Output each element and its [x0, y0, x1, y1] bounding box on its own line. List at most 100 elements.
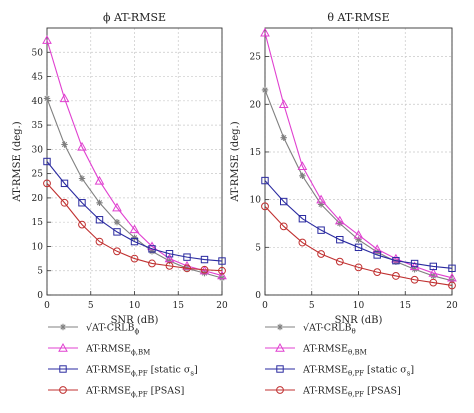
legend-label: √AT-CRLBθ [303, 323, 356, 336]
series-line [264, 180, 453, 269]
series-3 [261, 176, 456, 273]
data-point [78, 220, 86, 229]
chart-title: θ AT-RMSE [327, 11, 389, 24]
data-point [299, 172, 306, 180]
series-2 [42, 35, 227, 280]
series-line [46, 39, 223, 277]
y-tick-label: 10 [250, 196, 262, 206]
data-point [43, 179, 51, 188]
x-tick-label: 0 [44, 301, 50, 311]
y-tick-label: 50 [32, 48, 44, 58]
legend-label: AT-RMSEθ,PF [PSAS] [302, 386, 401, 399]
data-point [200, 265, 209, 274]
data-point [113, 218, 121, 226]
data-point [317, 201, 325, 208]
data-point [448, 281, 456, 290]
data-point [410, 275, 419, 284]
x-tick-label: 15 [400, 301, 412, 311]
legend-marker [276, 323, 284, 331]
data-point [43, 95, 51, 102]
data-point [373, 268, 382, 277]
x-tick-label: 20 [446, 301, 458, 311]
series-line [46, 161, 223, 262]
series-2 [260, 27, 457, 282]
legend-label: AT-RMSEθ,PF [static σs] [302, 365, 414, 378]
data-point [334, 215, 345, 225]
data-point [317, 226, 325, 234]
legend-marker [59, 323, 67, 331]
data-point [165, 250, 174, 258]
data-point [354, 263, 363, 272]
data-point [129, 224, 140, 234]
y-tick-label: 25 [32, 170, 44, 180]
x-tick-label: 0 [262, 301, 268, 311]
x-tick-label: 10 [353, 301, 365, 311]
data-point [78, 175, 86, 182]
data-point [77, 141, 87, 151]
y-tick-label: 15 [32, 218, 44, 228]
legend-label: AT-RMSEϕ,PF [static σs] [85, 365, 198, 378]
legend-marker [275, 342, 285, 352]
data-point [392, 256, 400, 265]
x-tick-label: 5 [88, 301, 94, 311]
data-point [354, 243, 363, 252]
series-4 [261, 202, 456, 290]
data-point [217, 270, 227, 280]
y-tick-label: 10 [32, 242, 44, 252]
data-point [113, 247, 121, 256]
y-tick-label: 5 [255, 243, 261, 253]
data-point [428, 268, 439, 277]
legend-label: AT-RMSEϕ,PF [PSAS] [85, 386, 184, 399]
data-point [409, 261, 420, 271]
data-point [164, 253, 175, 263]
data-point [429, 262, 438, 271]
data-point [261, 176, 269, 185]
data-point [60, 198, 69, 207]
x-tick-label: 15 [173, 301, 185, 311]
legend-marker [58, 342, 68, 352]
data-point [130, 254, 139, 263]
data-point [391, 253, 401, 263]
data-point [298, 238, 307, 247]
data-point [131, 234, 138, 241]
y-tick-label: 20 [32, 194, 44, 204]
data-point [165, 261, 174, 270]
data-point [261, 86, 269, 94]
data-point [112, 202, 122, 212]
y-tick-label: 0 [37, 291, 43, 301]
data-point [95, 216, 104, 224]
data-point [218, 257, 226, 265]
data-point [429, 278, 438, 287]
data-point [279, 222, 288, 231]
x-tick-label: 10 [129, 301, 141, 311]
legend-label: AT-RMSEϕ,BM [85, 344, 150, 357]
data-point [373, 251, 381, 259]
data-point [316, 194, 326, 204]
data-point [60, 179, 69, 188]
data-point [183, 253, 191, 261]
data-point [61, 141, 68, 148]
data-point [218, 274, 226, 282]
legend-2: √AT-CRLBθ AT-RMSEθ,BM AT-RMSEθ,PF [static … [265, 323, 414, 399]
data-point [372, 244, 383, 253]
data-point [297, 161, 308, 170]
data-point [260, 27, 270, 37]
chart-panel-2: 0 5 10 15 20 0 5 10 15 20 25 θ AT-RMSE SNR (dB) AT-RM… [230, 11, 458, 326]
data-point [278, 99, 289, 108]
data-point [355, 236, 362, 243]
y-tick-label: 20 [250, 100, 262, 110]
data-point [218, 266, 226, 275]
data-point [95, 237, 104, 246]
data-point [200, 255, 209, 264]
data-point [130, 237, 139, 246]
data-point [280, 134, 287, 141]
y-tick-label: 15 [250, 148, 262, 158]
x-axis-label: SNR (dB) [111, 315, 159, 326]
legend-marker [59, 365, 67, 373]
data-point [96, 199, 103, 206]
data-point [353, 229, 364, 239]
data-point [280, 197, 288, 206]
series-3 [43, 157, 226, 265]
data-point [392, 272, 400, 280]
series-line [264, 205, 453, 287]
